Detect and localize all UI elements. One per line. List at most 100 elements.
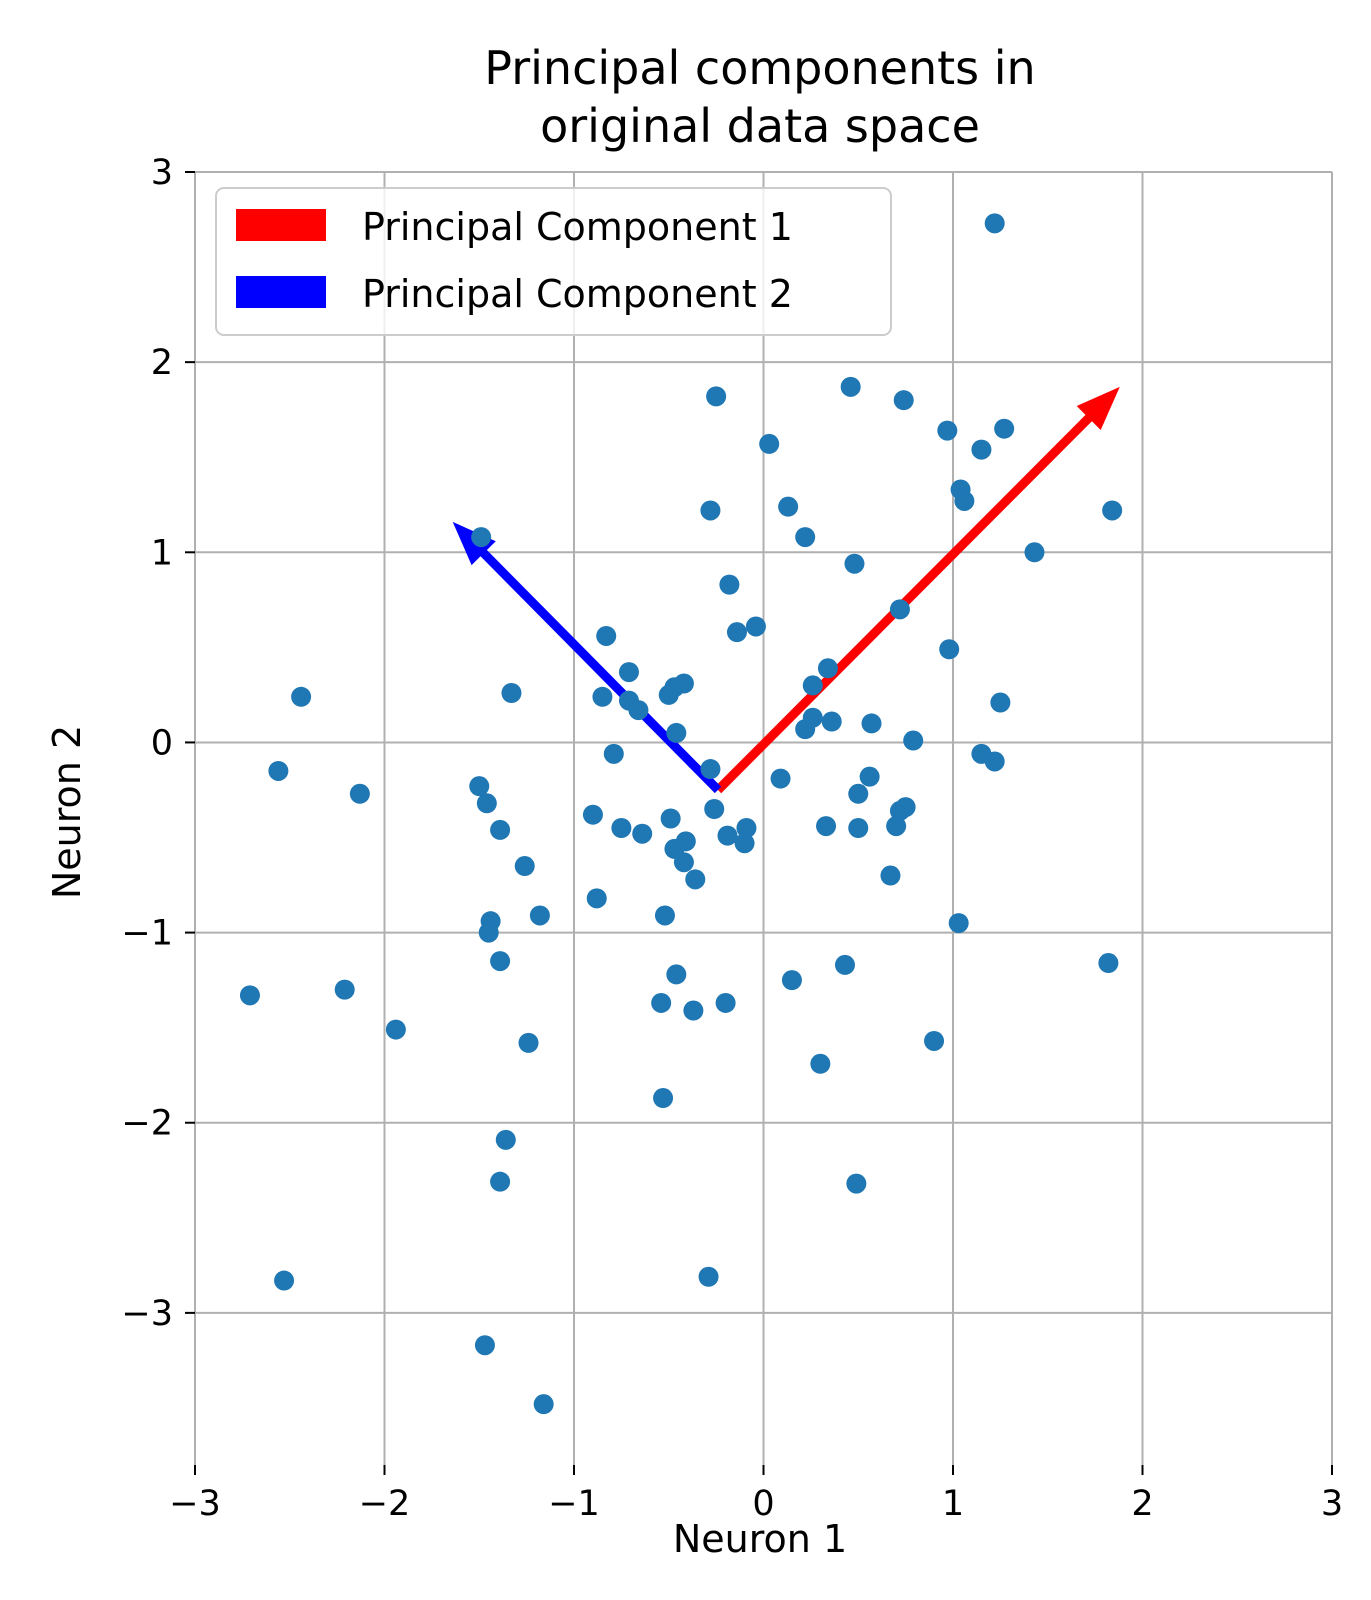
data-point bbox=[469, 776, 490, 797]
data-point bbox=[781, 970, 802, 991]
pc2-arrow bbox=[452, 521, 722, 794]
data-point bbox=[533, 1394, 554, 1415]
data-point bbox=[666, 722, 687, 743]
data-point bbox=[759, 433, 780, 454]
data-point bbox=[903, 730, 924, 751]
data-point bbox=[611, 818, 632, 839]
y-axis-label: Neuron 2 bbox=[45, 725, 89, 899]
data-point bbox=[490, 951, 511, 972]
data-point bbox=[924, 1030, 945, 1051]
grid-lines bbox=[194, 171, 1333, 1465]
data-point bbox=[937, 420, 958, 441]
data-point bbox=[844, 553, 865, 574]
data-point bbox=[1024, 542, 1045, 563]
data-point bbox=[666, 964, 687, 985]
data-point bbox=[895, 797, 916, 818]
data-point bbox=[349, 783, 370, 804]
data-point bbox=[700, 500, 721, 521]
y-tick-label: −2 bbox=[121, 1104, 173, 1144]
data-point bbox=[704, 798, 725, 819]
data-point bbox=[802, 675, 823, 696]
data-point bbox=[736, 818, 757, 839]
data-point bbox=[816, 816, 837, 837]
data-point bbox=[632, 823, 653, 844]
data-point bbox=[717, 825, 738, 846]
axis-ticks: −3 −2 −1 0 1 2 3 −3 −2 −1 0 1 2 3 bbox=[121, 153, 1343, 1524]
data-point bbox=[848, 783, 869, 804]
data-point bbox=[770, 768, 791, 789]
data-point bbox=[795, 719, 816, 740]
data-point bbox=[734, 833, 755, 854]
data-point bbox=[490, 1171, 511, 1192]
data-point bbox=[334, 979, 355, 1000]
y-tick-label: −3 bbox=[121, 1294, 173, 1334]
data-point bbox=[726, 622, 747, 643]
y-tick-label: 2 bbox=[151, 343, 173, 383]
data-point bbox=[893, 390, 914, 411]
data-points bbox=[239, 213, 1123, 1415]
data-point bbox=[603, 743, 624, 764]
data-point bbox=[658, 684, 679, 705]
data-point bbox=[886, 816, 907, 837]
y-tick-label: −1 bbox=[121, 914, 173, 954]
data-point bbox=[821, 711, 842, 732]
data-point bbox=[476, 793, 497, 814]
x-tick-label: −2 bbox=[359, 1484, 411, 1524]
data-point bbox=[817, 658, 838, 679]
data-point bbox=[990, 692, 1011, 713]
data-point bbox=[501, 683, 522, 704]
data-point bbox=[834, 954, 855, 975]
data-point bbox=[653, 1088, 674, 1109]
data-point bbox=[514, 856, 535, 877]
data-point bbox=[592, 686, 613, 707]
data-point bbox=[490, 819, 511, 840]
data-point bbox=[1102, 500, 1123, 521]
data-point bbox=[846, 1173, 867, 1194]
data-point bbox=[495, 1129, 516, 1150]
data-point bbox=[529, 905, 550, 926]
data-point bbox=[778, 496, 799, 517]
data-point bbox=[385, 1019, 406, 1040]
data-point bbox=[654, 905, 675, 926]
data-point bbox=[954, 490, 975, 511]
data-point bbox=[848, 818, 869, 839]
data-point bbox=[239, 985, 260, 1006]
data-point bbox=[586, 888, 607, 909]
chart-title-line1: Principal components in bbox=[484, 41, 1035, 95]
y-tick-label: 3 bbox=[151, 153, 173, 193]
data-point bbox=[660, 808, 681, 829]
x-tick-label: 1 bbox=[942, 1484, 964, 1524]
data-point bbox=[984, 751, 1005, 772]
data-point bbox=[471, 527, 492, 548]
data-point bbox=[745, 616, 766, 637]
legend-label-pc1: Principal Component 1 bbox=[362, 205, 793, 249]
data-point bbox=[618, 662, 639, 683]
data-point bbox=[795, 527, 816, 548]
data-point bbox=[596, 625, 617, 646]
data-point bbox=[268, 760, 289, 781]
legend-label-pc2: Principal Component 2 bbox=[362, 272, 793, 316]
data-point bbox=[518, 1032, 539, 1053]
x-tick-label: −3 bbox=[169, 1484, 221, 1524]
data-point bbox=[840, 376, 861, 397]
data-point bbox=[474, 1335, 495, 1356]
x-tick-label: −1 bbox=[548, 1484, 600, 1524]
data-point bbox=[984, 213, 1005, 234]
data-point bbox=[628, 700, 649, 721]
legend-swatch-pc1 bbox=[236, 209, 326, 241]
x-tick-label: 0 bbox=[752, 1484, 774, 1524]
data-point bbox=[1098, 953, 1119, 974]
data-point bbox=[291, 686, 312, 707]
data-point bbox=[715, 992, 736, 1013]
y-tick-label: 0 bbox=[151, 723, 173, 763]
principal-component-arrows bbox=[452, 386, 1120, 794]
data-point bbox=[651, 992, 672, 1013]
legend-box bbox=[215, 187, 892, 336]
x-tick-label: 3 bbox=[1321, 1484, 1343, 1524]
data-point bbox=[274, 1270, 295, 1291]
legend-swatch-pc2 bbox=[236, 276, 326, 308]
data-point bbox=[861, 713, 882, 734]
data-point bbox=[478, 922, 499, 943]
data-point bbox=[683, 1000, 704, 1021]
data-point bbox=[582, 804, 603, 825]
